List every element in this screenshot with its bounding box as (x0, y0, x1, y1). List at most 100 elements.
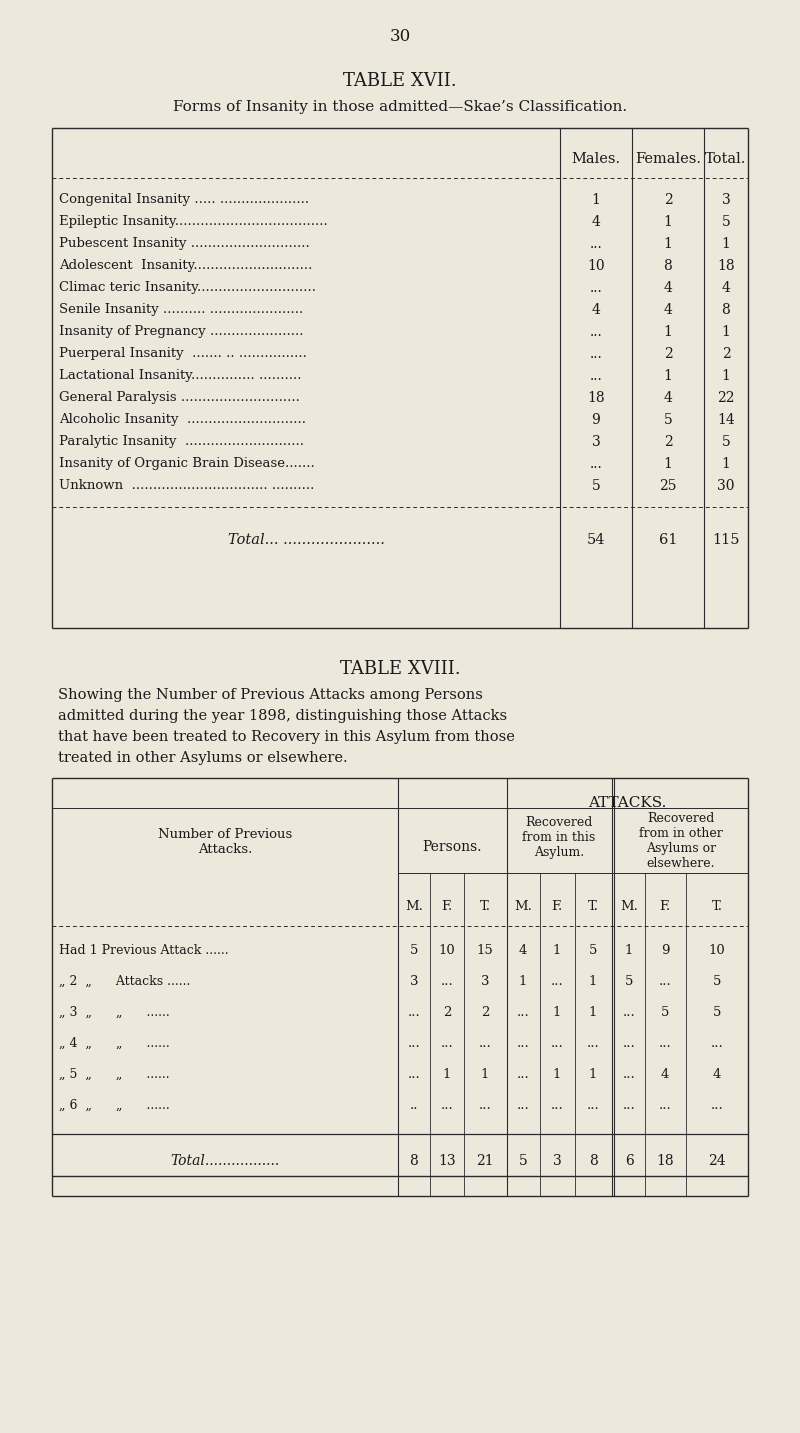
Text: Lactational Insanity............... ..........: Lactational Insanity............... ....… (59, 370, 302, 383)
Text: 3: 3 (553, 1154, 562, 1168)
Text: 4: 4 (663, 302, 673, 317)
Text: 8: 8 (410, 1154, 418, 1168)
Text: ATTACKS.: ATTACKS. (588, 795, 666, 810)
Text: 18: 18 (587, 391, 605, 406)
Text: ...: ... (550, 1099, 563, 1112)
Text: 8: 8 (664, 259, 672, 274)
Text: 61: 61 (658, 533, 678, 547)
Text: 2: 2 (722, 347, 730, 361)
Text: „ 4  „      „      ......: „ 4 „ „ ...... (59, 1037, 170, 1050)
Text: 25: 25 (659, 479, 677, 493)
Text: ...: ... (408, 1037, 420, 1050)
Text: 10: 10 (587, 259, 605, 274)
Text: Recovered
from in this
Asylum.: Recovered from in this Asylum. (522, 815, 596, 858)
Text: 1: 1 (663, 325, 673, 340)
Text: 5: 5 (518, 1154, 527, 1168)
Text: ...: ... (478, 1037, 491, 1050)
Text: ...: ... (517, 1068, 530, 1080)
Text: Females.: Females. (635, 152, 701, 166)
Text: 2: 2 (481, 1006, 489, 1019)
Text: 1: 1 (553, 1006, 561, 1019)
Text: 2: 2 (664, 193, 672, 206)
Text: ...: ... (441, 974, 454, 987)
Text: ...: ... (658, 1037, 671, 1050)
Text: 4: 4 (591, 302, 601, 317)
Text: 5: 5 (592, 479, 600, 493)
Text: Recovered
from in other
Asylums or
elsewhere.: Recovered from in other Asylums or elsew… (639, 813, 723, 870)
Text: 1: 1 (589, 1068, 597, 1080)
Text: 1: 1 (443, 1068, 451, 1080)
Text: 8: 8 (589, 1154, 598, 1168)
Text: Insanity of Organic Brain Disease.......: Insanity of Organic Brain Disease....... (59, 457, 314, 470)
Text: ...: ... (478, 1099, 491, 1112)
Text: 5: 5 (713, 1006, 721, 1019)
Text: 10: 10 (709, 944, 726, 957)
Text: Unknown  ................................ ..........: Unknown ................................… (59, 479, 314, 492)
Text: Climac teric Insanity............................: Climac teric Insanity...................… (59, 281, 316, 294)
Text: ...: ... (517, 1099, 530, 1112)
Text: F.: F. (551, 900, 562, 913)
Text: T.: T. (587, 900, 598, 913)
Text: ...: ... (622, 1099, 635, 1112)
Text: 1: 1 (481, 1068, 489, 1080)
Text: Had 1 Previous Attack ......: Had 1 Previous Attack ...... (59, 944, 229, 957)
Text: ...: ... (658, 974, 671, 987)
Text: ...: ... (590, 325, 602, 340)
Text: General Paralysis ............................: General Paralysis ......................… (59, 391, 300, 404)
Text: admitted during the year 1898, distinguishing those Attacks: admitted during the year 1898, distingui… (58, 709, 507, 724)
Text: 4: 4 (519, 944, 527, 957)
Text: „ 3  „      „      ......: „ 3 „ „ ...... (59, 1006, 170, 1019)
Text: 5: 5 (625, 974, 633, 987)
Text: M.: M. (405, 900, 423, 913)
Text: 3: 3 (592, 436, 600, 449)
Text: 9: 9 (661, 944, 670, 957)
Text: 4: 4 (713, 1068, 721, 1080)
Text: 3: 3 (481, 974, 490, 987)
Text: 54: 54 (586, 533, 606, 547)
Text: Paralytic Insanity  ............................: Paralytic Insanity .....................… (59, 436, 304, 449)
Text: ...: ... (408, 1006, 420, 1019)
Text: ...: ... (517, 1037, 530, 1050)
Text: „ 2  „      Attacks ......: „ 2 „ Attacks ...... (59, 974, 190, 987)
Text: Senile Insanity .......... ......................: Senile Insanity .......... .............… (59, 302, 303, 317)
Text: 5: 5 (661, 1006, 669, 1019)
Text: Puerperal Insanity  ....... .. ................: Puerperal Insanity ....... .. ..........… (59, 347, 307, 360)
Text: Congenital Insanity ..... .....................: Congenital Insanity ..... ..............… (59, 193, 309, 206)
Text: „ 5  „      „      ......: „ 5 „ „ ...... (59, 1068, 170, 1080)
Text: ...: ... (517, 1006, 530, 1019)
Text: 1: 1 (722, 325, 730, 340)
Text: M.: M. (620, 900, 638, 913)
Text: 9: 9 (592, 413, 600, 427)
Text: Showing the Number of Previous Attacks among Persons: Showing the Number of Previous Attacks a… (58, 688, 483, 702)
Text: ..: .. (410, 1099, 418, 1112)
Text: 1: 1 (722, 236, 730, 251)
Text: 24: 24 (708, 1154, 726, 1168)
Text: ...: ... (710, 1099, 723, 1112)
Text: 5: 5 (664, 413, 672, 427)
Text: 1: 1 (589, 1006, 597, 1019)
Text: T.: T. (479, 900, 490, 913)
Text: ...: ... (590, 347, 602, 361)
Text: 3: 3 (410, 974, 418, 987)
Text: 5: 5 (410, 944, 418, 957)
Text: Persons.: Persons. (422, 840, 482, 854)
Text: 30: 30 (718, 479, 734, 493)
Text: ...: ... (441, 1099, 454, 1112)
Text: ...: ... (590, 457, 602, 471)
Text: 1: 1 (591, 193, 601, 206)
Text: 21: 21 (476, 1154, 494, 1168)
Text: Males.: Males. (571, 152, 621, 166)
Text: 1: 1 (589, 974, 597, 987)
Text: 1: 1 (663, 370, 673, 383)
Text: ...: ... (590, 370, 602, 383)
Text: „ 6  „      „      ......: „ 6 „ „ ...... (59, 1099, 170, 1112)
Text: 1: 1 (663, 236, 673, 251)
Text: Epileptic Insanity....................................: Epileptic Insanity......................… (59, 215, 328, 228)
Text: 2: 2 (443, 1006, 451, 1019)
Text: 1: 1 (722, 457, 730, 471)
Text: Total.................: Total................. (170, 1154, 280, 1168)
Text: 1: 1 (625, 944, 633, 957)
Text: ...: ... (441, 1037, 454, 1050)
Text: Number of Previous
Attacks.: Number of Previous Attacks. (158, 828, 292, 856)
Text: T.: T. (711, 900, 722, 913)
